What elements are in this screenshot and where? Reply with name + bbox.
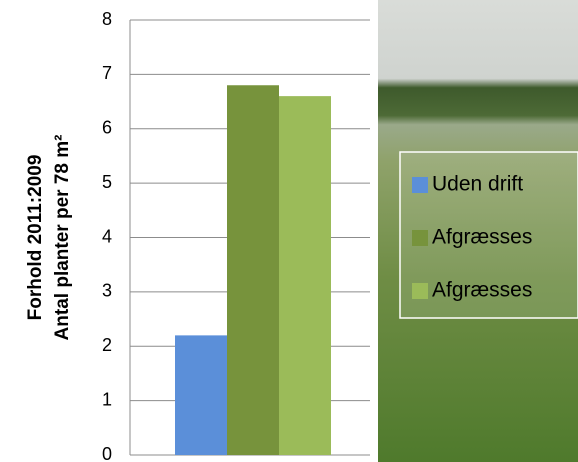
y-tick-label: 6 (102, 118, 112, 138)
bar (279, 96, 331, 455)
y-axis-title-line: Forhold 2011:2009 (25, 155, 46, 321)
legend-box (399, 151, 578, 319)
legend-swatch (412, 283, 428, 299)
legend-label: Afgræsses (432, 279, 532, 302)
y-tick-label: 4 (102, 226, 112, 246)
y-tick-label: 0 (102, 444, 112, 462)
legend-swatch (412, 177, 428, 193)
legend-label: Afgræsses (432, 226, 532, 249)
bar (227, 85, 279, 455)
y-tick-label: 1 (102, 389, 112, 409)
y-axis-title: Forhold 2011:2009 Antal planter per 78 m² (25, 135, 73, 341)
y-tick-label: 2 (102, 335, 112, 355)
y-tick-label: 5 (102, 172, 112, 192)
bar (175, 335, 227, 455)
y-tick-label: 3 (102, 281, 112, 301)
y-tick-label: 7 (102, 63, 112, 83)
legend-swatch (412, 230, 428, 246)
legend-label: Uden drift (432, 173, 523, 196)
y-axis-title-line: Antal planter per 78 m² (52, 135, 73, 341)
photo-background (378, 0, 578, 462)
y-tick-label: 8 (102, 9, 112, 29)
